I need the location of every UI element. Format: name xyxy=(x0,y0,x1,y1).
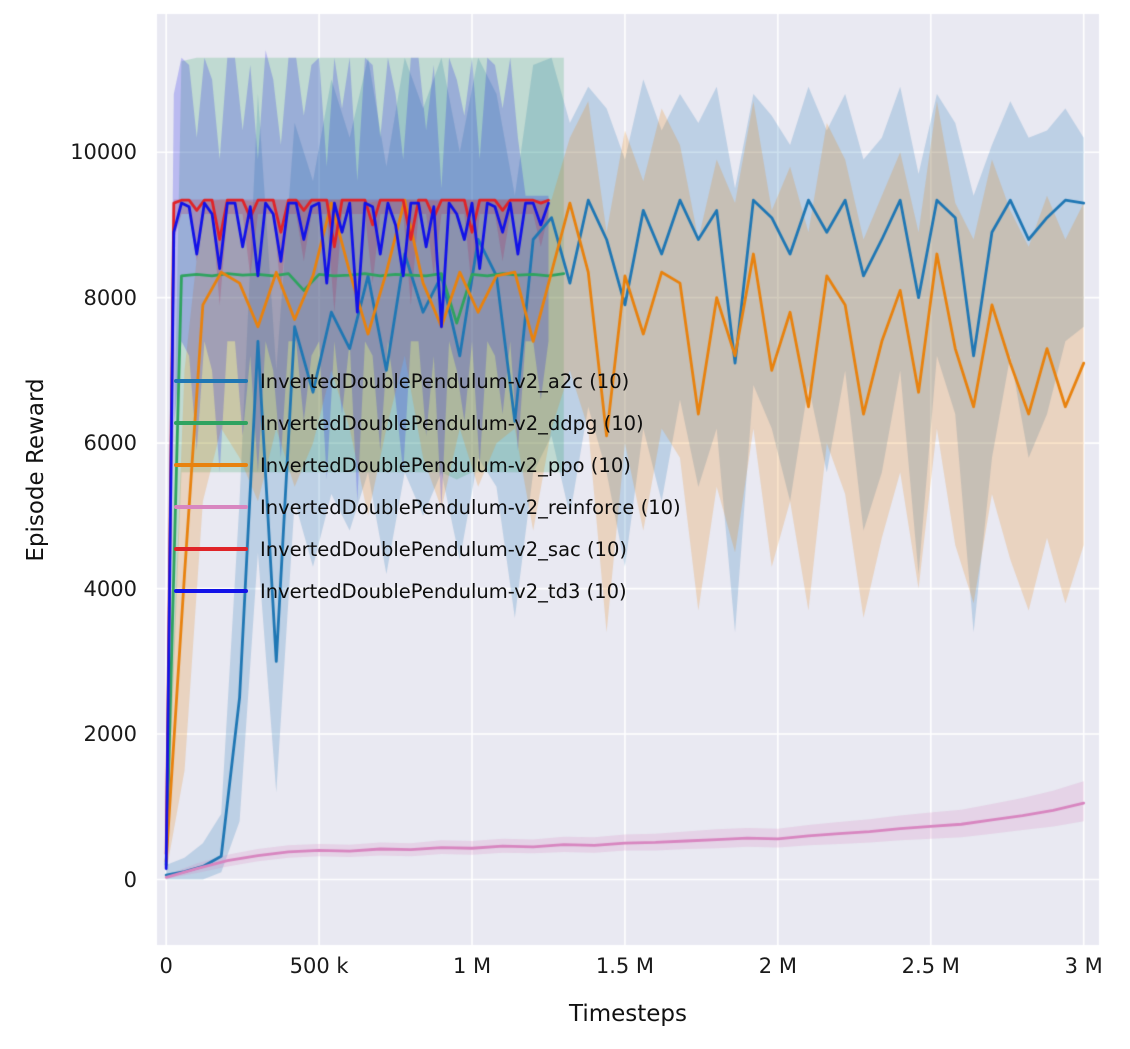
legend-item: InvertedDoublePendulum-v2_ppo (10) xyxy=(174,444,681,486)
y-tick-label: 2000 xyxy=(83,722,137,747)
legend-label: InvertedDoublePendulum-v2_td3 (10) xyxy=(260,579,627,603)
x-tick-label: 2.5 M xyxy=(901,954,960,978)
legend-item: InvertedDoublePendulum-v2_sac (10) xyxy=(174,528,681,570)
legend-line-sample xyxy=(174,547,248,551)
x-tick-label: 1 M xyxy=(452,954,492,978)
x-tick-label: 1.5 M xyxy=(595,954,655,978)
y-tick-label: 0 xyxy=(123,867,137,892)
legend-line-sample xyxy=(174,589,248,593)
legend-line-sample xyxy=(174,421,248,425)
legend: InvertedDoublePendulum-v2_a2c (10) Invert… xyxy=(174,360,681,612)
y-axis-label: Episode Reward xyxy=(23,378,49,562)
legend-line-sample xyxy=(174,379,248,383)
legend-label: InvertedDoublePendulum-v2_ppo (10) xyxy=(260,453,631,477)
y-tick-label: 4000 xyxy=(83,576,137,601)
x-axis-label: Timesteps xyxy=(568,1001,688,1027)
legend-label: InvertedDoublePendulum-v2_sac (10) xyxy=(260,537,627,561)
legend-label: InvertedDoublePendulum-v2_a2c (10) xyxy=(260,369,630,393)
legend-label: InvertedDoublePendulum-v2_ddpg (10) xyxy=(260,411,644,435)
legend-item: InvertedDoublePendulum-v2_ddpg (10) xyxy=(174,402,681,444)
legend-item: InvertedDoublePendulum-v2_reinforce (10) xyxy=(174,486,681,528)
y-tick-label: 8000 xyxy=(83,285,137,310)
legend-item: InvertedDoublePendulum-v2_a2c (10) xyxy=(174,360,681,402)
legend-line-sample xyxy=(174,463,248,467)
x-tick-label: 2 M xyxy=(758,954,797,978)
legend-label: InvertedDoublePendulum-v2_reinforce (10) xyxy=(260,495,681,519)
x-tick-label: 0 xyxy=(159,954,173,978)
x-tick-label: 3 M xyxy=(1064,954,1103,978)
y-tick-label: 6000 xyxy=(83,431,137,456)
y-tick-label: 10000 xyxy=(70,140,137,165)
legend-item: InvertedDoublePendulum-v2_td3 (10) xyxy=(174,570,681,612)
x-tick-label: 500 k xyxy=(289,954,349,978)
legend-line-sample xyxy=(174,505,248,509)
